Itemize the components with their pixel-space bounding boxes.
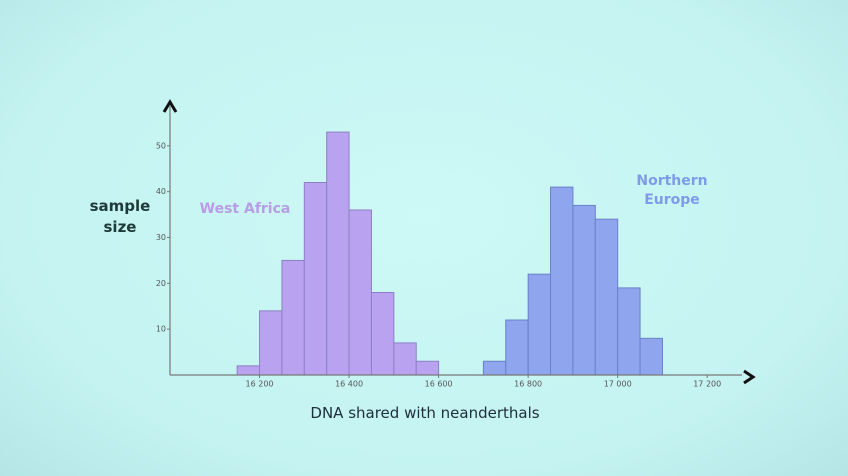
x-arrow — [743, 369, 756, 385]
bar — [617, 287, 641, 376]
bar — [550, 186, 574, 376]
y-axis-label: sample size — [89, 197, 151, 236]
bar — [639, 337, 663, 376]
x-tick-label: 16 600 — [425, 380, 453, 389]
bar — [281, 259, 305, 376]
bar — [326, 131, 350, 376]
series-label: Northern Europe — [636, 173, 708, 208]
x-tick-label: 16 800 — [514, 380, 542, 389]
bar — [572, 204, 596, 376]
x-axis-label: DNA shared with neanderthals — [310, 404, 540, 422]
bar — [505, 319, 529, 376]
x-tick-label: 17 200 — [693, 380, 721, 389]
bar — [370, 292, 395, 376]
bar — [594, 218, 619, 376]
y-tick-label: 30 — [156, 233, 166, 242]
y-arrow — [162, 99, 178, 113]
bar — [415, 360, 440, 376]
x-tick-label: 17 000 — [604, 380, 632, 389]
bar — [236, 365, 261, 376]
bar — [482, 360, 507, 376]
bar — [527, 273, 552, 376]
x-tick-label: 16 200 — [246, 380, 274, 389]
bar — [259, 310, 283, 376]
bar — [393, 342, 417, 376]
series-label: West Africa — [199, 201, 291, 217]
y-tick-label: 50 — [156, 141, 166, 150]
bar — [303, 182, 328, 376]
bar — [348, 209, 372, 376]
y-tick-label: 10 — [156, 325, 166, 334]
x-tick-label: 16 400 — [335, 380, 363, 389]
y-tick-label: 40 — [156, 187, 166, 196]
y-tick-label: 20 — [156, 279, 166, 288]
